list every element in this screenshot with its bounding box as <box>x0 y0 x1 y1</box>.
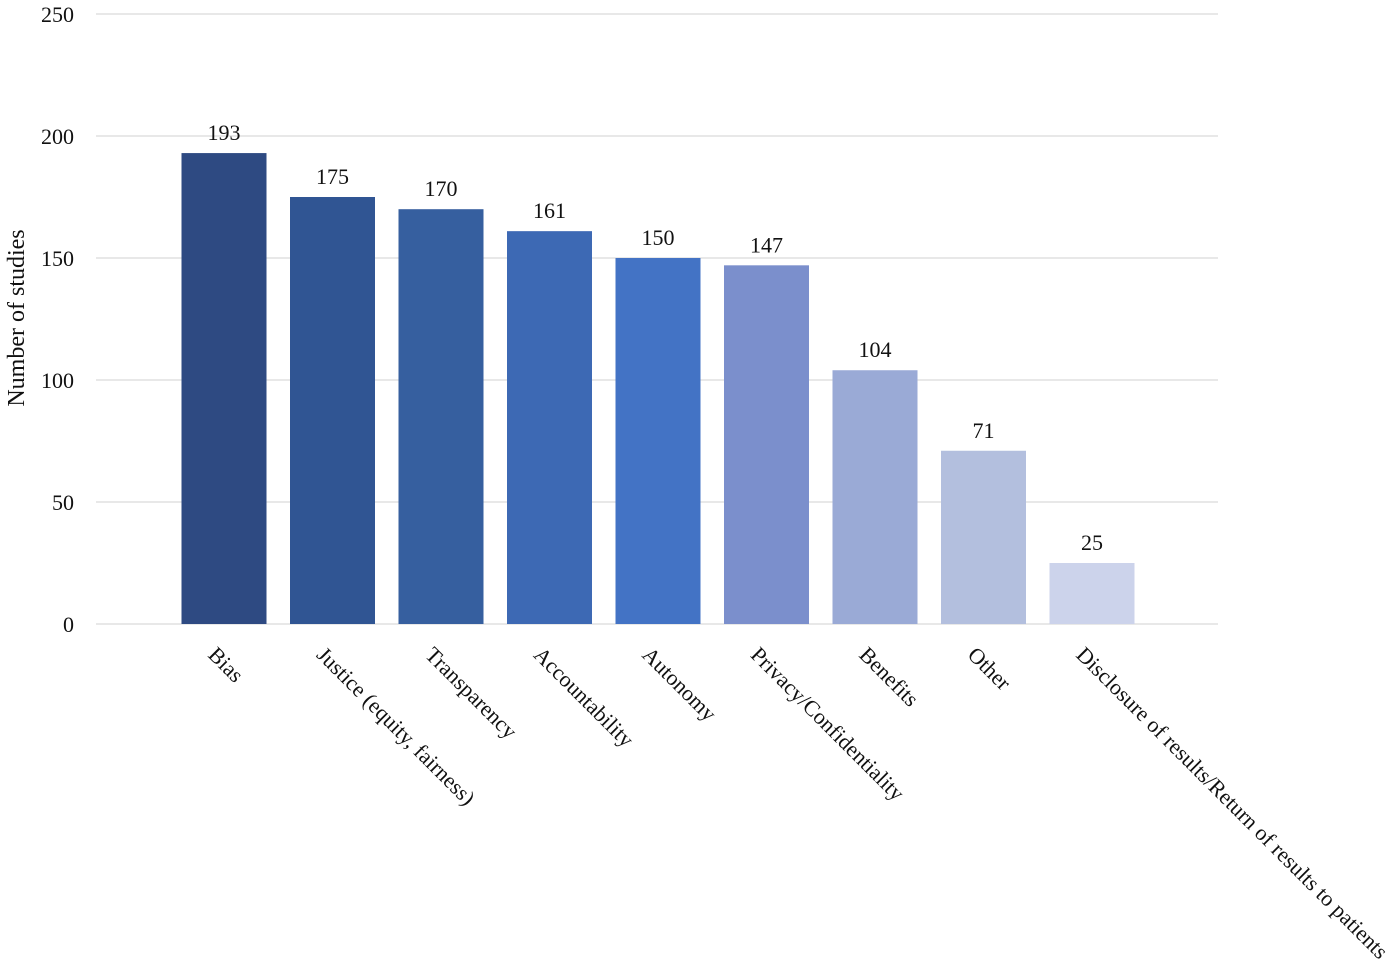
data-labels: 193 175 170 161 150 147 104 71 25 <box>208 120 1104 555</box>
category-labels: Bias Justice (equity, fairness)Transparen… <box>203 642 1393 964</box>
y-tick-label: 100 <box>41 368 74 393</box>
bar <box>398 209 484 624</box>
y-tick-label: 50 <box>52 490 74 515</box>
category-label: Other <box>963 642 1017 696</box>
category-label: Autonomy <box>637 642 721 726</box>
y-axis-ticks: 0 50 100 150 200 250 <box>41 2 74 637</box>
category-label: Bias <box>203 642 248 687</box>
bar <box>615 258 701 624</box>
bar <box>941 450 1026 624</box>
y-tick-label: 150 <box>41 246 74 271</box>
bar <box>181 153 267 624</box>
y-tick-label: 250 <box>41 2 74 27</box>
data-label: 25 <box>1081 530 1103 555</box>
bar <box>1049 563 1135 624</box>
y-axis-title: Number of studies <box>4 229 30 406</box>
bar <box>724 265 809 624</box>
bar <box>832 370 918 624</box>
bar <box>507 231 592 624</box>
data-label: 175 <box>316 164 349 189</box>
bar <box>290 197 375 624</box>
data-label: 104 <box>859 337 892 362</box>
y-tick-label: 200 <box>41 124 74 149</box>
data-label: 170 <box>425 176 458 201</box>
data-label: 193 <box>208 120 241 145</box>
data-label: 150 <box>642 225 675 250</box>
data-label: 71 <box>973 418 995 443</box>
category-label: Disclosure of results/Return of results … <box>1071 642 1393 964</box>
category-label: Accountability <box>529 642 639 752</box>
y-tick-label: 0 <box>63 612 74 637</box>
category-label: Transparency <box>420 642 522 744</box>
bars <box>181 153 1135 624</box>
category-label: Benefits <box>854 642 924 712</box>
data-label: 147 <box>750 232 783 257</box>
data-label: 161 <box>533 198 566 223</box>
